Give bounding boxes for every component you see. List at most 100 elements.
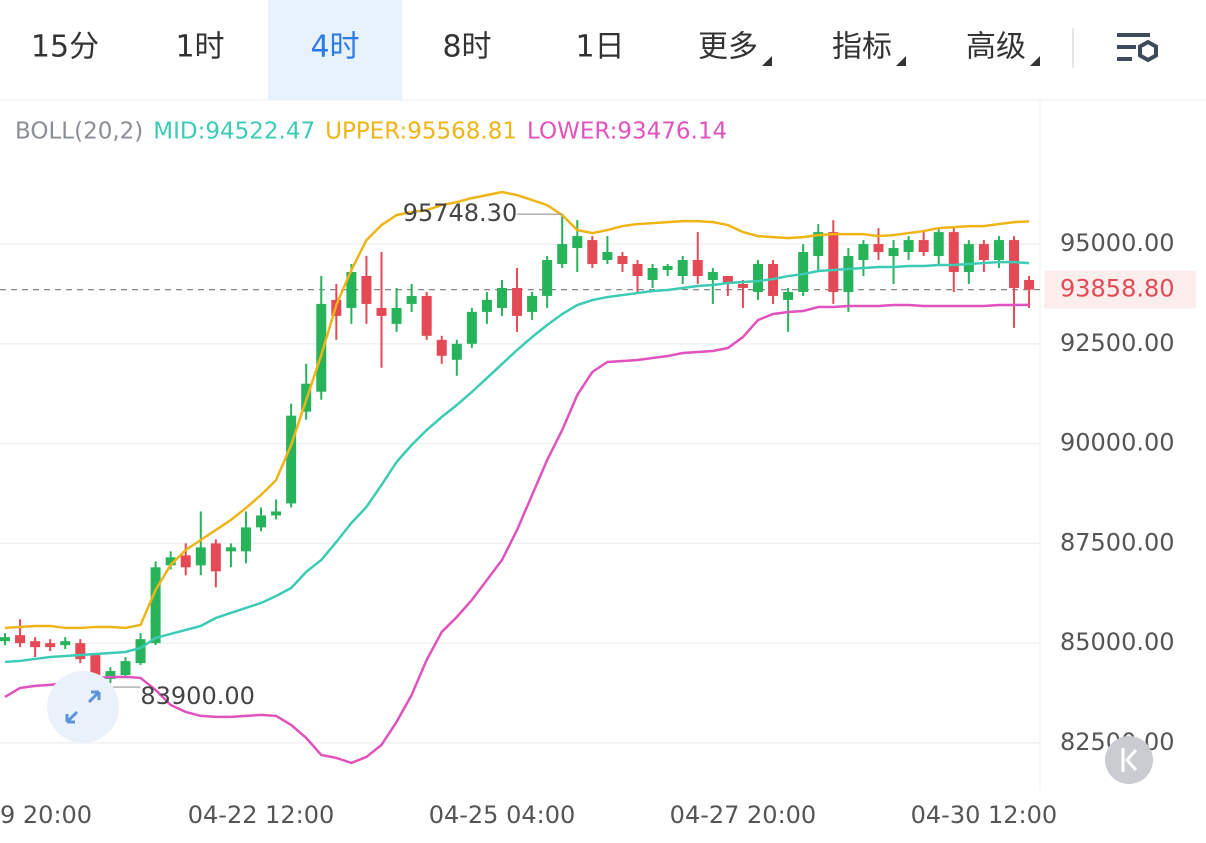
candle-body <box>496 287 507 308</box>
legend-entry: MID:94522.47 <box>153 119 315 145</box>
boll-line <box>4 303 1030 765</box>
icon-hex <box>1138 39 1158 63</box>
candle-body <box>256 515 267 528</box>
candle-body <box>1009 240 1020 288</box>
candle-body <box>602 252 613 261</box>
scroll-icon <box>1121 748 1138 772</box>
candle-body <box>798 252 809 292</box>
y-tick-label: 87500.00 <box>1060 528 1175 556</box>
tab[interactable]: 1日 <box>575 30 624 65</box>
candle-body <box>572 236 583 249</box>
dropdown-caret <box>1030 56 1040 66</box>
candle-body <box>557 244 568 265</box>
tab[interactable]: 4时 <box>310 30 359 65</box>
last-price-bg <box>1044 270 1196 309</box>
dropdown-caret <box>762 56 772 66</box>
candle-body <box>873 244 884 253</box>
candle-body <box>90 655 101 686</box>
min-label: 83900.00 <box>140 682 255 710</box>
dropdown-caret <box>896 56 906 66</box>
candle-body <box>150 567 161 644</box>
candle-body <box>948 232 959 273</box>
candle-body <box>903 240 914 253</box>
candle-body <box>466 311 477 344</box>
candle-body <box>677 260 688 276</box>
candle-body <box>60 641 71 646</box>
expand-button[interactable] <box>47 671 119 743</box>
tab-selected-bg <box>268 0 402 100</box>
expand-bg <box>47 671 119 743</box>
candle-body <box>632 264 643 276</box>
candle-body <box>617 256 628 265</box>
max-label: 95748.30 <box>403 199 518 227</box>
candle-body <box>888 248 899 257</box>
candle-body <box>843 256 854 292</box>
candle-body <box>376 307 387 316</box>
y-tick-label: 90000.00 <box>1060 429 1175 457</box>
candle-body <box>225 547 236 552</box>
x-tick-label: 04-30 12:00 <box>911 801 1058 829</box>
candle-body <box>0 637 10 642</box>
settings-icon[interactable] <box>1117 33 1158 63</box>
candle-body <box>316 303 327 392</box>
expand-arrows <box>65 690 101 724</box>
tab[interactable]: 1时 <box>175 30 224 65</box>
candle-body <box>858 244 869 261</box>
candle-body <box>993 240 1004 261</box>
candle-body <box>692 260 703 276</box>
candle-body <box>346 272 357 308</box>
x-tick-label: 9 20:00 <box>0 801 92 829</box>
candle-body <box>933 232 944 257</box>
boll-line <box>4 190 1030 630</box>
boll-line <box>4 260 1030 664</box>
y-tick-label: 92500.00 <box>1060 329 1175 357</box>
tab[interactable]: 高级 <box>966 30 1026 65</box>
candle-body <box>406 295 417 304</box>
candle-body <box>451 343 462 360</box>
candle-body <box>512 287 523 316</box>
candle-body <box>1024 279 1035 290</box>
candle-body <box>813 232 824 257</box>
candle-body <box>120 661 131 676</box>
candle-body <box>436 339 447 356</box>
candle-body <box>783 291 794 300</box>
candle-body <box>828 232 839 292</box>
candle-body <box>135 639 146 664</box>
x-tick-label: 04-22 12:00 <box>188 801 335 829</box>
candle-body <box>210 543 221 572</box>
candle-body <box>753 264 763 292</box>
candle-body <box>963 244 974 273</box>
legend-title: BOLL(20,2) <box>15 119 143 145</box>
candle-body <box>978 244 989 261</box>
candle-body <box>165 557 176 566</box>
x-tick-label: 04-25 04:00 <box>429 801 576 829</box>
candle-body <box>286 415 297 504</box>
tab[interactable]: 更多 <box>698 30 758 65</box>
candle-body <box>722 275 733 284</box>
y-tick-label: 85000.00 <box>1060 628 1175 656</box>
tab[interactable]: 指标 <box>832 30 892 65</box>
candle-body <box>391 307 402 324</box>
x-tick-label: 04-27 20:00 <box>670 801 817 829</box>
candle-body <box>75 643 86 660</box>
candle-body <box>527 295 538 312</box>
candle-body <box>30 641 41 648</box>
candle-body <box>180 555 191 568</box>
candle-body <box>195 547 206 566</box>
candle-body <box>271 511 282 516</box>
candle-body <box>45 643 56 648</box>
scroll-latest-button[interactable] <box>1105 736 1153 784</box>
last-price-label: 93858.80 <box>1060 275 1175 303</box>
tab[interactable]: 15分 <box>31 30 99 65</box>
candle-body <box>662 266 673 271</box>
candle-body <box>542 260 553 296</box>
candle-body <box>361 275 372 304</box>
candle-body <box>647 268 658 280</box>
candle-body <box>481 299 492 312</box>
candle-body <box>105 671 116 680</box>
legend-entry: UPPER:95568.81 <box>325 119 517 145</box>
candle-body <box>707 272 718 280</box>
tab[interactable]: 8时 <box>442 30 491 65</box>
